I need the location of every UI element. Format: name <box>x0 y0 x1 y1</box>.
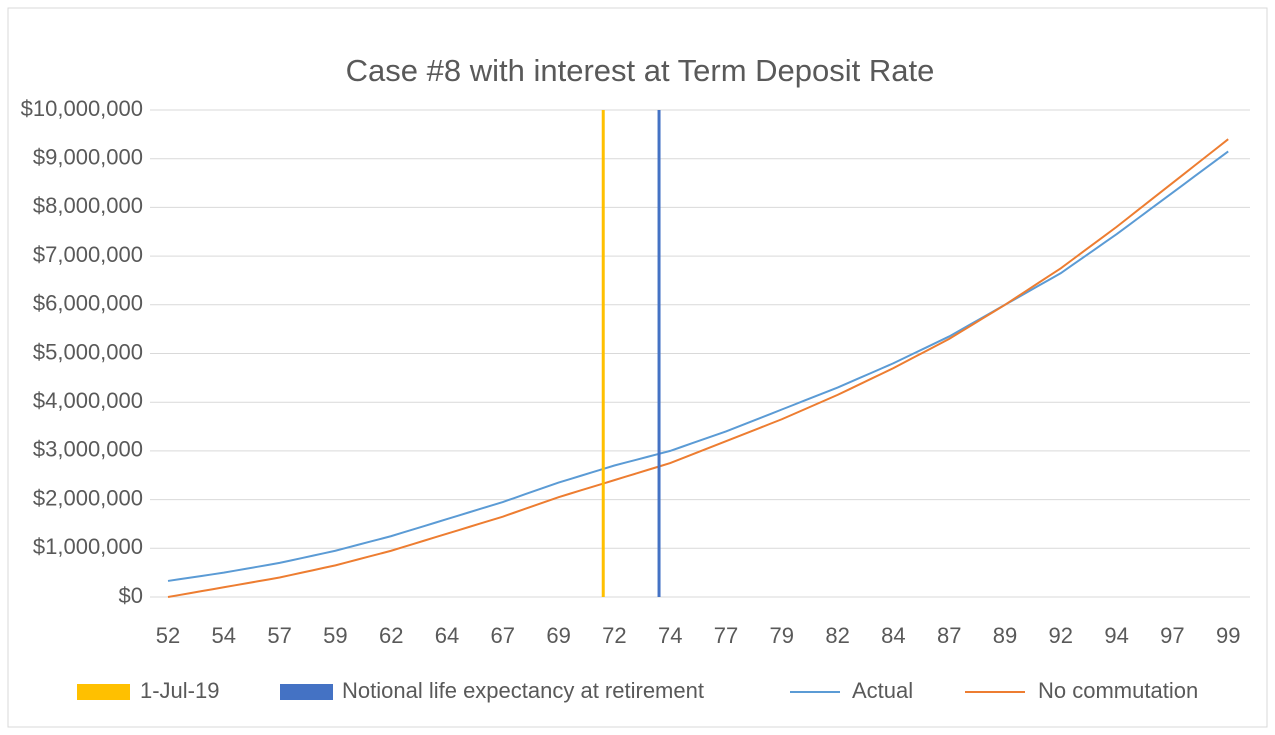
x-tick-label: 57 <box>267 623 291 648</box>
y-tick-label: $0 <box>119 583 143 608</box>
x-tick-label: 84 <box>881 623 905 648</box>
y-tick-label: $7,000,000 <box>33 242 143 267</box>
y-tick-label: $2,000,000 <box>33 485 143 510</box>
y-tick-label: $6,000,000 <box>33 291 143 316</box>
x-tick-label: 69 <box>546 623 570 648</box>
x-tick-label: 97 <box>1160 623 1184 648</box>
series-line <box>167 138 1229 598</box>
x-tick-label: 79 <box>770 623 794 648</box>
y-tick-label: $4,000,000 <box>33 388 143 413</box>
legend-label: Notional life expectancy at retirement <box>342 678 704 703</box>
x-tick-label: 62 <box>379 623 403 648</box>
legend-swatch <box>280 684 333 700</box>
x-tick-label: 59 <box>323 623 347 648</box>
x-tick-label: 52 <box>156 623 180 648</box>
y-tick-label: $5,000,000 <box>33 339 143 364</box>
x-tick-label: 54 <box>212 623 236 648</box>
y-tick-label: $3,000,000 <box>33 437 143 462</box>
x-tick-label: 72 <box>602 623 626 648</box>
x-tick-label: 87 <box>937 623 961 648</box>
x-tick-label: 92 <box>1049 623 1073 648</box>
x-tick-label: 74 <box>658 623 682 648</box>
x-tick-label: 89 <box>993 623 1017 648</box>
x-tick-label: 82 <box>825 623 849 648</box>
x-tick-label: 94 <box>1104 623 1128 648</box>
x-tick-label: 99 <box>1216 623 1240 648</box>
legend-label: No commutation <box>1038 678 1198 703</box>
y-tick-label: $9,000,000 <box>33 145 143 170</box>
x-tick-label: 77 <box>714 623 738 648</box>
y-tick-label: $10,000,000 <box>21 96 143 121</box>
series-line <box>167 150 1229 582</box>
legend-label: 1-Jul-19 <box>140 678 219 703</box>
chart-title: Case #8 with interest at Term Deposit Ra… <box>346 53 935 88</box>
y-tick-label: $8,000,000 <box>33 193 143 218</box>
x-tick-label: 67 <box>491 623 515 648</box>
legend-label: Actual <box>852 678 913 703</box>
x-tick-label: 64 <box>435 623 459 648</box>
chart-frame <box>7 7 1268 728</box>
legend-swatch <box>77 684 130 700</box>
y-tick-label: $1,000,000 <box>33 534 143 559</box>
